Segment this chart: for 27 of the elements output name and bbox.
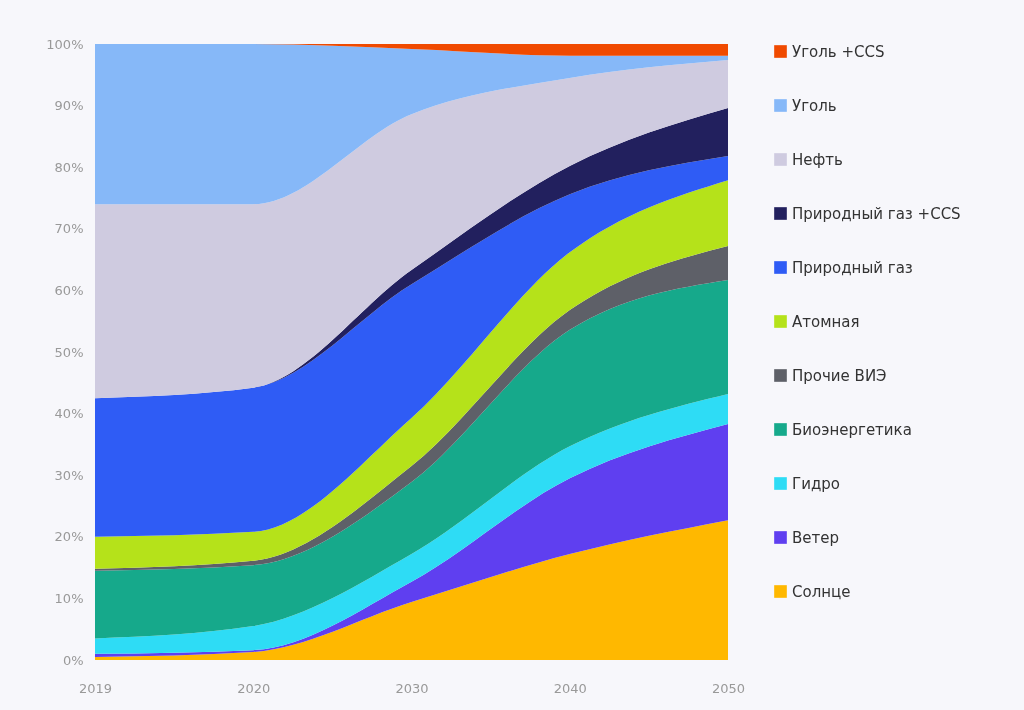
legend-label: Гидро: [792, 474, 840, 493]
y-tick-label: 80%: [54, 159, 84, 175]
y-tick-label: 100%: [46, 36, 84, 52]
y-tick-label: 0%: [62, 652, 84, 668]
legend-label: Атомная: [792, 312, 860, 331]
y-tick-label: 60%: [54, 282, 84, 298]
legend-label: Природный газ +CCS: [792, 204, 961, 223]
y-tick-label: 40%: [54, 406, 84, 422]
y-tick-label: 50%: [54, 344, 84, 360]
y-tick-label: 90%: [54, 98, 84, 114]
legend-label: Природный газ: [792, 258, 913, 277]
legend-label: Ветер: [792, 528, 840, 547]
y-tick-label: 20%: [54, 529, 84, 545]
legend-label: Уголь: [792, 96, 837, 115]
y-tick-label: 10%: [54, 590, 84, 606]
x-tick-label: 2030: [395, 680, 429, 696]
legend-label: Прочие ВИЭ: [792, 366, 887, 385]
y-tick-label: 30%: [54, 467, 84, 483]
x-tick-label: 2020: [237, 680, 271, 696]
y-tick-label: 70%: [54, 221, 84, 237]
x-tick-label: 2050: [711, 680, 746, 696]
legend-label: Уголь +CCS: [792, 42, 885, 61]
x-tick-label: 2040: [553, 680, 587, 696]
x-tick-label: 2019: [78, 680, 113, 696]
legend-label: Нефть: [792, 150, 843, 169]
legend-label: Солнце: [792, 582, 851, 601]
legend-label: Биоэнергетика: [792, 420, 912, 439]
